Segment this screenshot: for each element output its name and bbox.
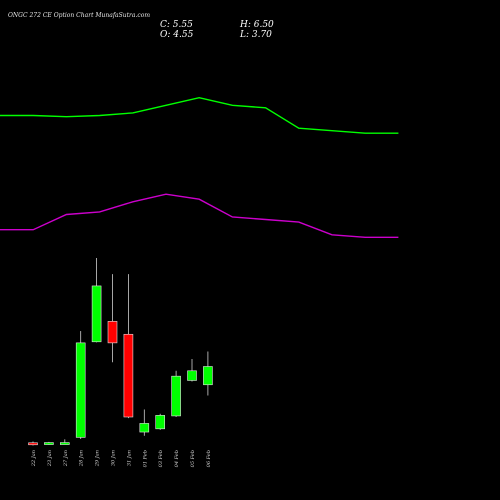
candle-body bbox=[28, 442, 38, 446]
candle-body bbox=[187, 370, 197, 381]
x-tick-label: 06 Feb bbox=[206, 450, 212, 467]
candle-body bbox=[59, 442, 70, 445]
candle-11 bbox=[187, 358, 197, 382]
candle-8 bbox=[139, 409, 150, 436]
candle-body bbox=[91, 285, 102, 343]
open-value: O: 4.55 bbox=[160, 30, 194, 40]
x-axis-tick-labels: 22 Jan 23 Jan 27 Jan 28 Jan 29 Jan 30 Jan 31 J… bbox=[31, 450, 212, 467]
candle-7 bbox=[123, 274, 134, 419]
x-tick-label: 03 Feb bbox=[158, 450, 164, 467]
x-tick-label: 31 Jan bbox=[126, 450, 132, 466]
candle-body bbox=[75, 342, 86, 438]
x-tick-label: 29 Jan bbox=[95, 450, 101, 467]
candle-9 bbox=[155, 413, 165, 430]
x-tick-label: 28 Jan bbox=[79, 450, 85, 467]
candle-2 bbox=[44, 441, 54, 445]
candle-5 bbox=[91, 258, 102, 343]
candles bbox=[28, 258, 213, 446]
x-tick-label: 04 Feb bbox=[174, 450, 180, 467]
chart-title: ONGC 272 CE Option Chart MunafaSutra.com bbox=[8, 12, 150, 19]
candle-6 bbox=[107, 274, 118, 363]
candle-body bbox=[203, 366, 213, 386]
x-tick-label: 30 Jan bbox=[111, 450, 117, 466]
candle-body bbox=[155, 415, 165, 430]
candle-12 bbox=[203, 351, 213, 396]
candle-body bbox=[171, 375, 181, 417]
candle-body bbox=[107, 321, 118, 344]
high-value: H: 6.50 bbox=[239, 20, 274, 30]
candle-4 bbox=[75, 331, 86, 440]
x-tick-label: 23 Jan bbox=[47, 450, 53, 467]
ma-line-1 bbox=[0, 96, 399, 134]
candle-3 bbox=[59, 439, 70, 445]
candle-body bbox=[139, 423, 150, 433]
candle-body bbox=[123, 333, 134, 418]
ma-line-2 bbox=[0, 193, 399, 239]
candle-1 bbox=[28, 441, 38, 446]
x-tick-label: 01 Feb bbox=[142, 450, 148, 467]
x-tick-label: 22 Jan bbox=[31, 450, 37, 467]
x-tick-label: 27 Jan bbox=[63, 450, 69, 467]
x-tick-label: 05 Feb bbox=[190, 450, 196, 467]
candle-10 bbox=[171, 370, 181, 417]
low-value: L: 3.70 bbox=[239, 30, 272, 40]
close-value: C: 5.55 bbox=[160, 20, 193, 30]
candle-body bbox=[44, 442, 54, 445]
moving-average-lines bbox=[0, 96, 399, 239]
